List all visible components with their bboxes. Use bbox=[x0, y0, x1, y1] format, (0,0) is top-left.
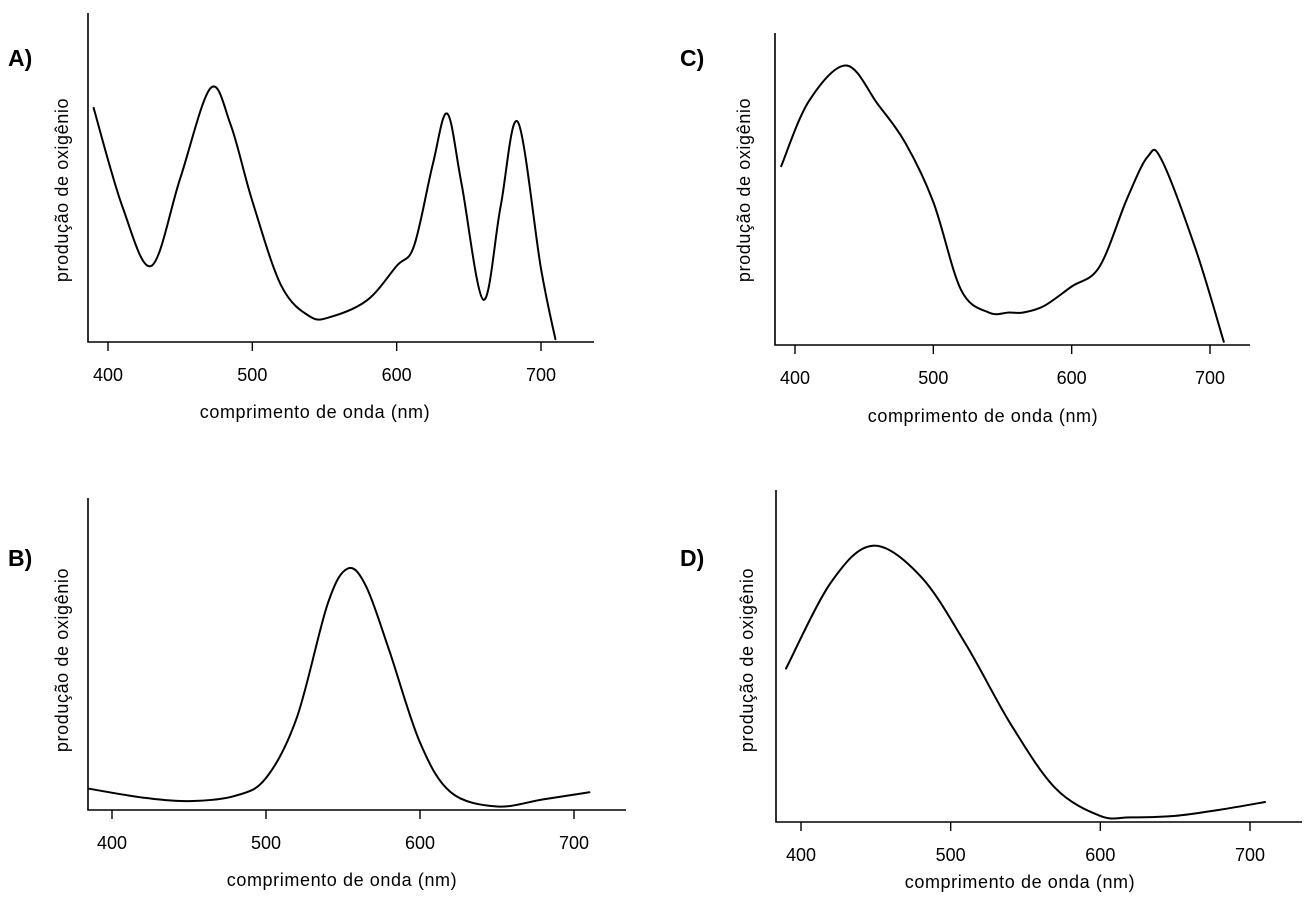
panel-d-tick-label-400: 400 bbox=[786, 845, 816, 865]
panel-b-series-line bbox=[87, 566, 591, 808]
panel-c-tick-label-400: 400 bbox=[780, 368, 810, 388]
panel-b-tick-label-600: 600 bbox=[405, 833, 435, 853]
panel-c-y-axis-title: produção de oxigênio bbox=[734, 98, 754, 282]
panel-b-letter: B) bbox=[8, 545, 32, 571]
panel-d-tick-label-700: 700 bbox=[1235, 845, 1265, 865]
panel-b-tick-label-700: 700 bbox=[559, 833, 589, 853]
panel-a-axes bbox=[87, 13, 594, 343]
panel-a-tick-label-400: 400 bbox=[93, 365, 123, 385]
panel-b-y-axis-title: produção de oxigênio bbox=[52, 568, 72, 752]
panel-c: C) produção de oxigênio 400 500 600 700 … bbox=[680, 33, 1250, 426]
panel-c-x-ticks: 400 500 600 700 bbox=[780, 345, 1225, 388]
panel-a-series-line bbox=[92, 85, 557, 341]
panel-c-series-line bbox=[780, 64, 1225, 343]
panel-b-tick-label-500: 500 bbox=[251, 833, 281, 853]
panel-d-tick-label-600: 600 bbox=[1085, 845, 1115, 865]
panel-a-y-axis-title: produção de oxigênio bbox=[52, 98, 72, 282]
panel-a-tick-label-500: 500 bbox=[237, 365, 267, 385]
panel-d-y-axis-title: produção de oxigênio bbox=[737, 568, 757, 752]
panel-c-axes bbox=[774, 33, 1250, 346]
panel-a-x-ticks: 400 500 600 700 bbox=[93, 342, 556, 385]
panel-a: A) produção de oxigênio 400 500 600 700 … bbox=[8, 13, 594, 422]
panel-d-tick-label-500: 500 bbox=[936, 845, 966, 865]
panel-d: D) produção de oxigênio 400 500 600 700 … bbox=[680, 490, 1302, 892]
panel-b-x-axis-title: comprimento de onda (nm) bbox=[227, 870, 458, 890]
panel-d-x-ticks: 400 500 600 700 bbox=[786, 822, 1265, 865]
panel-a-x-axis-title: comprimento de onda (nm) bbox=[200, 402, 431, 422]
panel-d-axes bbox=[775, 490, 1302, 823]
panel-c-tick-label-500: 500 bbox=[918, 368, 948, 388]
panel-c-x-axis-title: comprimento de onda (nm) bbox=[868, 406, 1099, 426]
panel-b: B) produção de oxigênio 400 500 600 700 … bbox=[8, 498, 626, 890]
panel-d-letter: D) bbox=[680, 545, 704, 571]
panel-b-tick-label-400: 400 bbox=[97, 833, 127, 853]
panel-c-letter: C) bbox=[680, 45, 704, 71]
panel-a-tick-label-700: 700 bbox=[526, 365, 556, 385]
panel-d-series-line bbox=[785, 544, 1266, 820]
panel-b-axes bbox=[87, 498, 626, 811]
panel-c-tick-label-600: 600 bbox=[1057, 368, 1087, 388]
panel-c-tick-label-700: 700 bbox=[1195, 368, 1225, 388]
panel-d-x-axis-title: comprimento de onda (nm) bbox=[905, 872, 1136, 892]
panel-a-tick-label-600: 600 bbox=[382, 365, 412, 385]
panel-b-x-ticks: 400 500 600 700 bbox=[97, 810, 589, 853]
panel-a-letter: A) bbox=[8, 45, 32, 71]
